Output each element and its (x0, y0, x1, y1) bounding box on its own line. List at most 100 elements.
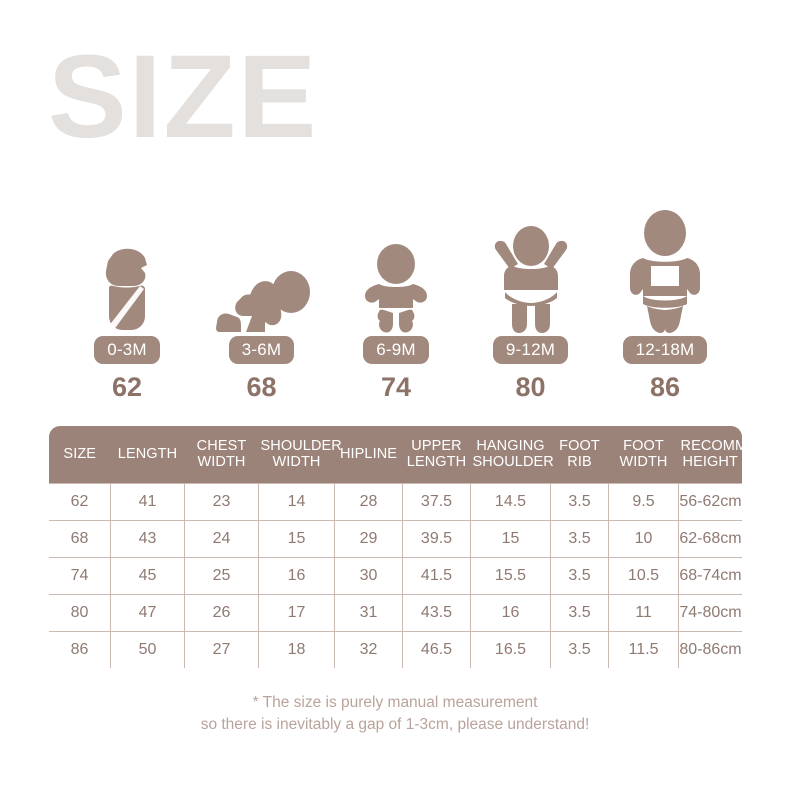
header-label-line: SHOULDER (260, 437, 342, 454)
page-title: SIZE (48, 31, 319, 163)
table-cell: 46.5 (402, 631, 471, 668)
badge-cell-3-6m: 3-6M 68 (195, 336, 329, 401)
badge-cell-12-18m: 12-18M 86 (598, 336, 732, 401)
table-cell: 10 (608, 520, 679, 558)
table-cell-recommend-height: 62-68cm (678, 520, 742, 558)
table-cell: 15 (470, 520, 551, 558)
badge-cell-9-12m: 9-12M 80 (464, 336, 598, 401)
table-row: 68 43 24 15 29 39.5 15 3.5 10 62-68cm (49, 520, 742, 558)
figure-cell-6-9m (329, 196, 463, 336)
header-label-line: CHEST (196, 437, 247, 454)
disclaimer-line-1: * The size is purely manual measurement (252, 694, 538, 711)
age-badge: 12-18M (622, 336, 708, 364)
table-cell: 16 (258, 557, 335, 595)
table-cell: 29 (334, 520, 403, 558)
table-cell-recommend-height: 56-62cm (678, 483, 742, 521)
size-number: 68 (246, 372, 277, 402)
table-cell: 3.5 (550, 594, 609, 632)
table-cell: 45 (110, 557, 185, 595)
table-cell: 23 (184, 483, 259, 521)
header-label-line: LENGTH (406, 454, 467, 470)
table-cell: 3.5 (550, 483, 609, 521)
age-badge: 6-9M (363, 336, 429, 364)
table-cell: 9.5 (608, 483, 679, 521)
table-cell: 25 (184, 557, 259, 595)
table-cell-recommend-height: 68-74cm (678, 557, 742, 595)
figure-cell-9-12m (464, 196, 598, 336)
table-header-cell: UPPER LENGTH (402, 426, 471, 484)
table-cell: 37.5 (402, 483, 471, 521)
table-header-cell: SHOULDER WIDTH (258, 426, 342, 484)
table-cell: 41 (110, 483, 185, 521)
badge-cell-6-9m: 6-9M 74 (329, 336, 463, 401)
table-cell: 43 (110, 520, 185, 558)
header-label-line: HEIGHT (682, 454, 738, 470)
swaddled-baby-icon (105, 248, 147, 331)
header-label-line: SHOULDER (472, 454, 554, 470)
figure-cell-3-6m (195, 196, 329, 336)
size-number: 74 (380, 372, 412, 402)
table-header-cell: LENGTH (110, 426, 185, 484)
table-cell: 47 (110, 594, 185, 632)
table-row: 80 47 26 17 31 43.5 16 3.5 11 74-80cm (49, 594, 742, 632)
table-cell: 15 (258, 520, 335, 558)
header-label-line: WIDTH (197, 454, 246, 470)
table-header-cell: RECOMMENDHEIGHT (678, 426, 743, 484)
table-cell: 39.5 (402, 520, 471, 558)
table-cell-size: 62 (49, 483, 111, 521)
table-header-cell: HANGING SHOULDER (470, 426, 554, 484)
figure-icons-row (60, 196, 732, 336)
size-table-container: SIZE LENGTH CHEST WIDTH SHOULDER WIDTH HIPLINE… (48, 425, 743, 669)
age-badge: 3-6M (228, 336, 295, 364)
table-cell: 50 (110, 631, 185, 668)
table-cell-size: 68 (49, 520, 111, 558)
table-cell: 16 (470, 594, 551, 632)
table-row: 62 41 23 14 28 37.5 14.5 3.5 9.5 56-62cm (49, 483, 742, 521)
age-badge: 9-12M (492, 336, 569, 364)
table-cell-size: 80 (49, 594, 111, 632)
header-label-line: LENGTH (117, 445, 178, 462)
figure-cell-0-3m (60, 196, 194, 336)
table-cell: 3.5 (550, 520, 609, 558)
size-number: 80 (515, 372, 546, 402)
header-label-line: WIDTH (619, 454, 668, 470)
table-cell: 10.5 (608, 557, 679, 595)
table-cell: 14 (258, 483, 335, 521)
disclaimer-line-2: so there is inevitably a gap of 1-3cm, p… (200, 716, 590, 734)
table-header-cell: FOOT WIDTH (608, 426, 679, 484)
table-header-row: SIZE LENGTH CHEST WIDTH SHOULDER WIDTH HIPLINE… (49, 426, 743, 484)
table-row: 86 50 27 18 32 46.5 16.5 3.5 11.5 80-86cm (49, 631, 742, 668)
table-cell: 3.5 (550, 557, 609, 595)
age-badge: 0-3M (94, 336, 160, 364)
table-cell-size: 86 (49, 631, 111, 668)
header-label-line: UPPER (411, 437, 462, 454)
age-badges-row: 0-3M 62 3-6M 68 6-9M 74 9-12M 80 12-18M … (60, 336, 732, 401)
table-cell: 30 (334, 557, 403, 595)
table-row: 74 45 25 16 30 41.5 15.5 3.5 10.5 68-74cm (49, 557, 742, 595)
table-cell: 16.5 (470, 631, 551, 668)
table-cell-recommend-height: 74-80cm (678, 594, 742, 632)
table-header-cell: FOOT RIB (550, 426, 609, 484)
table-cell: 31 (334, 594, 403, 632)
table-cell-size: 74 (49, 557, 111, 595)
table-cell: 24 (184, 520, 259, 558)
header-label-line: HIPLINE (339, 445, 398, 462)
sitting-baby-icon (365, 244, 427, 333)
disclaimer-note: * The size is purely manual measurement … (0, 692, 790, 737)
header-label-line: RECOMMEND (680, 437, 743, 454)
table-cell: 17 (258, 594, 335, 632)
header-label-line: WIDTH (272, 454, 321, 470)
standing-child-icon (630, 210, 700, 333)
badge-cell-0-3m: 0-3M 62 (60, 336, 194, 401)
table-header-cell: HIPLINE (334, 426, 403, 484)
table-cell: 43.5 (402, 594, 471, 632)
size-number: 62 (111, 372, 143, 402)
table-cell: 32 (334, 631, 403, 668)
table-header-cell: CHEST WIDTH (184, 426, 259, 484)
table-cell: 26 (184, 594, 259, 632)
header-label-line: FOOT (559, 437, 600, 454)
table-cell: 15.5 (470, 557, 551, 595)
header-label-line: FOOT (623, 437, 664, 454)
header-label-line: SIZE (63, 445, 97, 462)
table-cell: 18 (258, 631, 335, 668)
